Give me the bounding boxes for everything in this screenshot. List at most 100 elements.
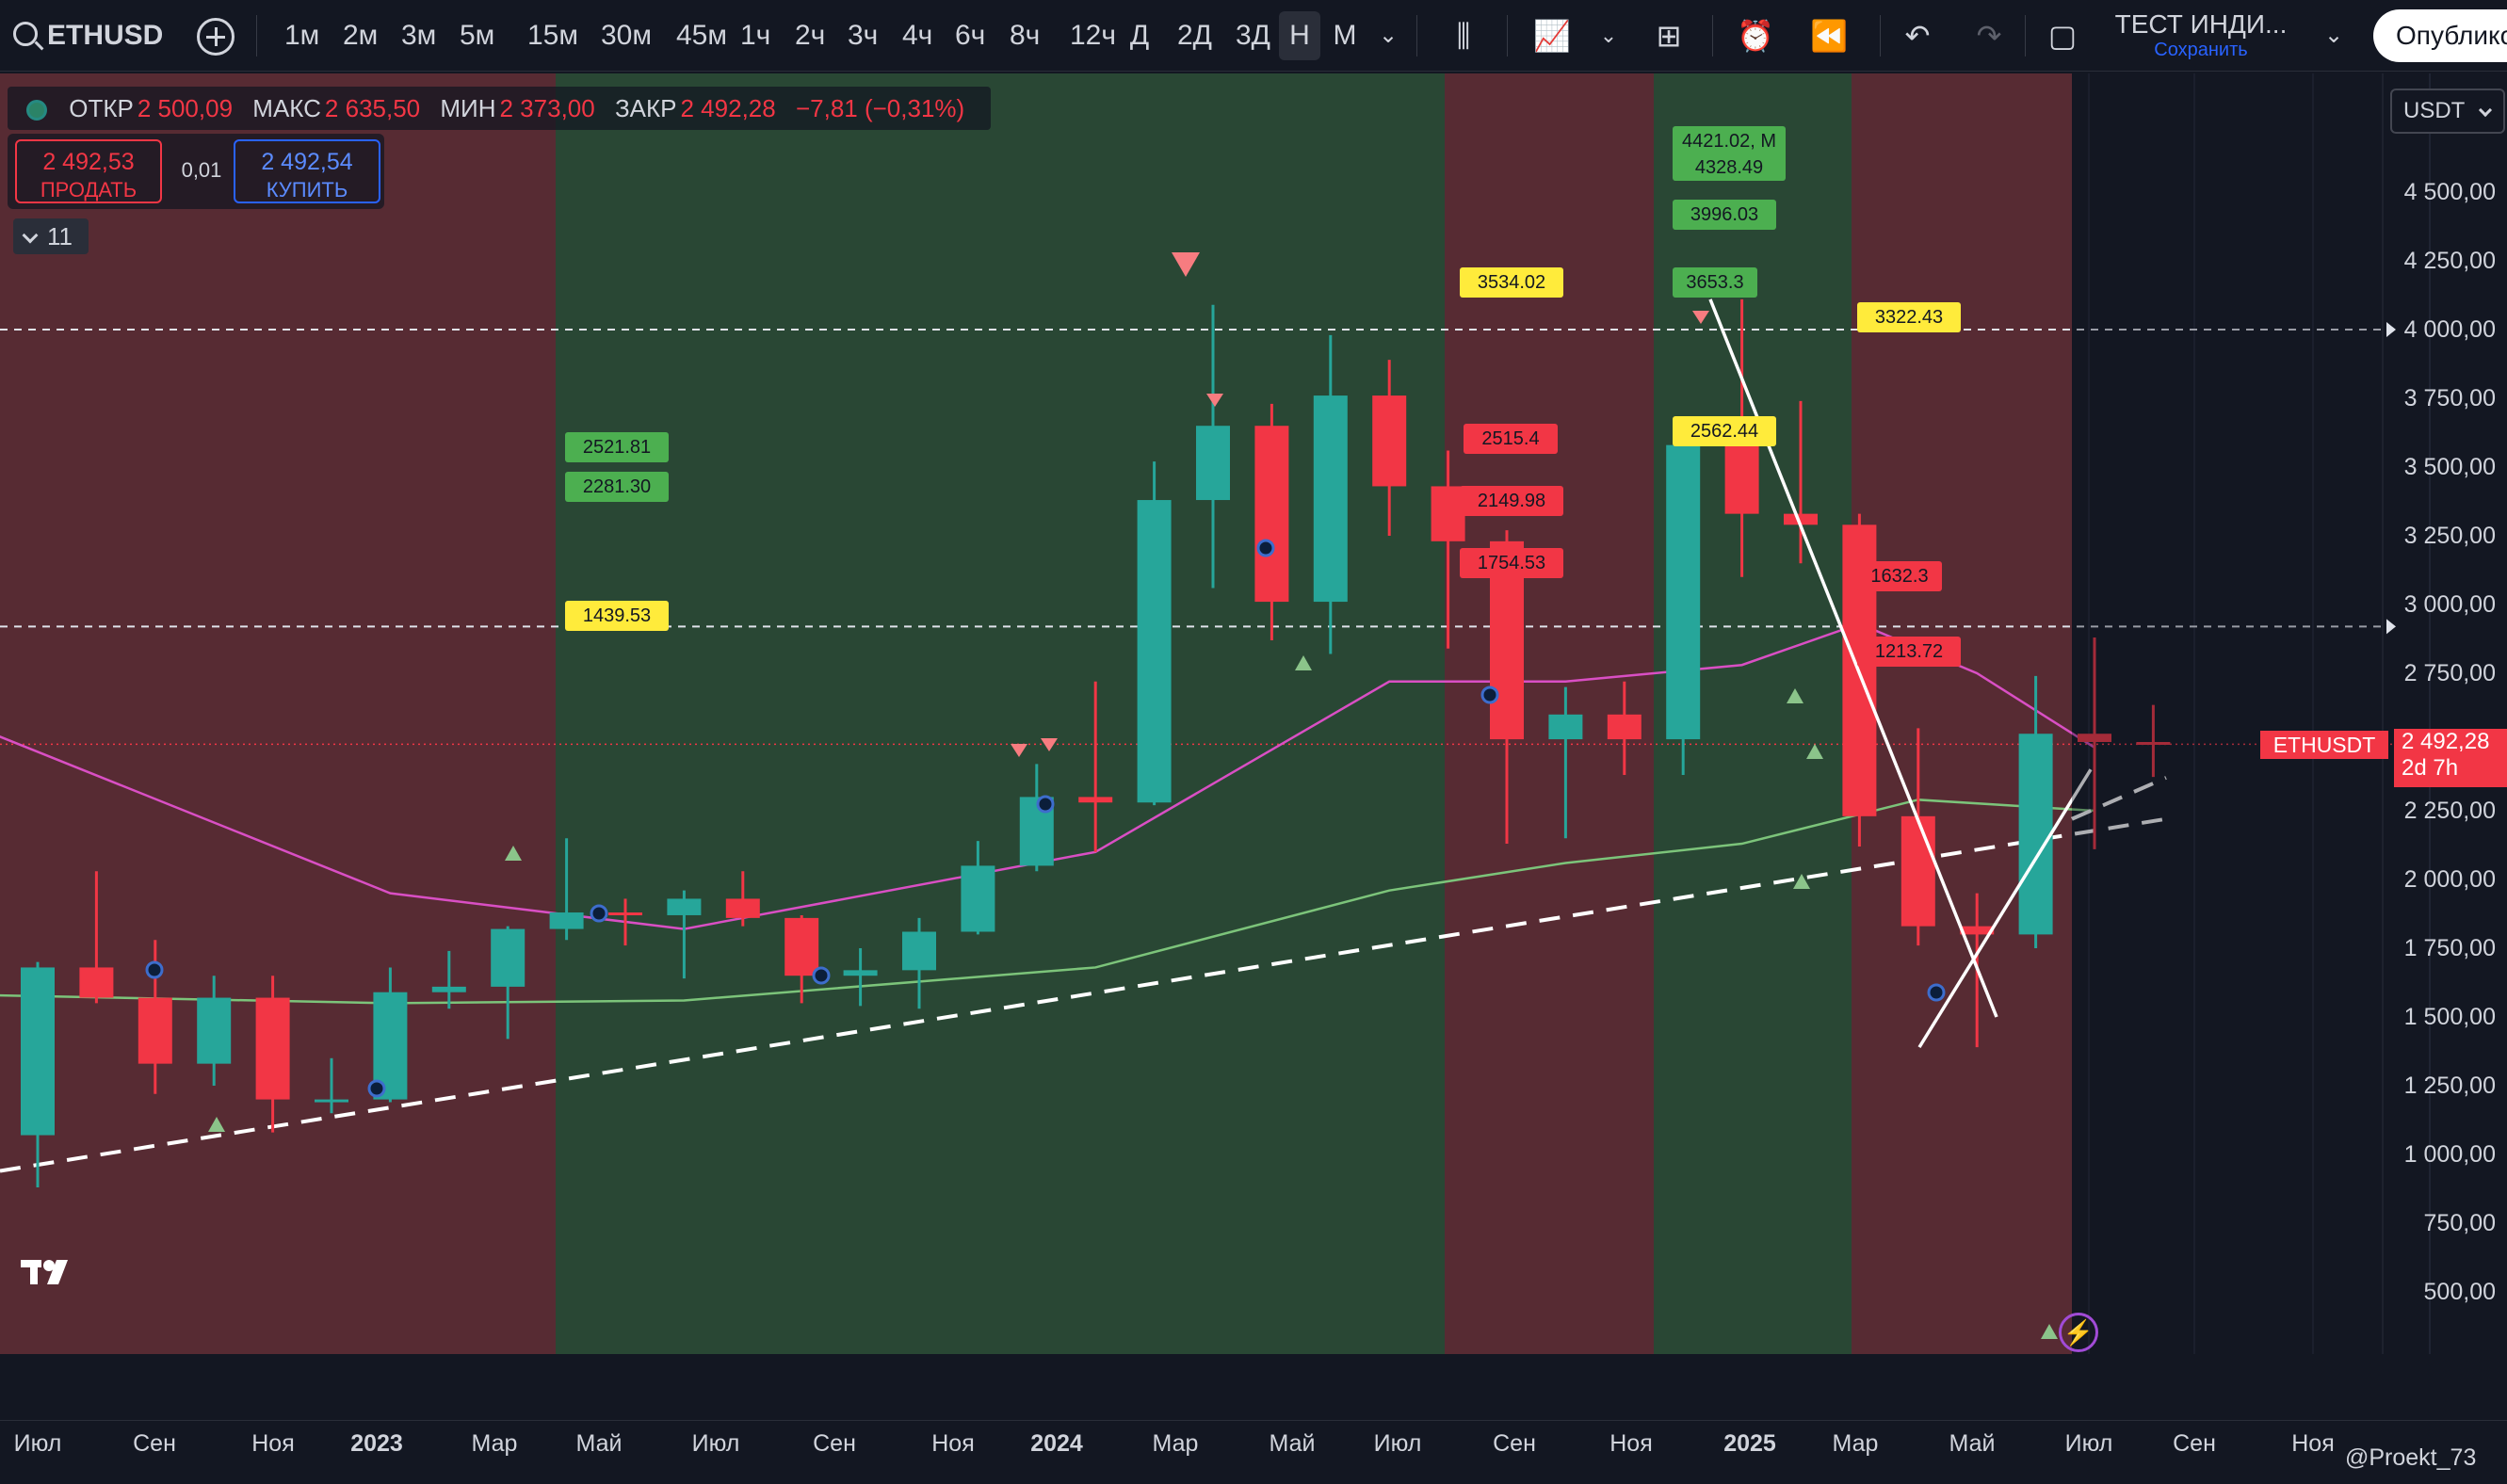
time-tick-label: Мар: [471, 1430, 518, 1457]
buy-label: КУПИТЬ: [266, 178, 348, 202]
separator: [1712, 15, 1713, 56]
low-value: 2 373,00: [499, 94, 595, 122]
interval-11[interactable]: 4ч: [902, 20, 933, 51]
candle-body: [21, 967, 55, 1136]
price-annotation-label: 2515.4: [1481, 428, 1539, 449]
fullscreen-icon[interactable]: ▢: [2047, 19, 2078, 53]
symbol-search[interactable]: ETHUSD: [13, 11, 173, 60]
top-toolbar: ETHUSD 1м 2м 3м 5м 15м 30м 45м 1ч 2ч 3ч 4ч 6ч 8ч 12ч Д…: [0, 0, 2507, 72]
interval-12[interactable]: 6ч: [955, 20, 986, 51]
open-value: 2 500,09: [137, 94, 234, 122]
interval-3[interactable]: 3м: [401, 20, 437, 51]
price-tick-label: 750,00: [2423, 1210, 2496, 1236]
ohlc-legend: ОТКР 2 500,09 МАКС 2 635,50 МИН 2 373,00 ЗА…: [8, 87, 992, 130]
candle-body: [1724, 444, 1759, 514]
lightning-icon[interactable]: ⚡: [2059, 1313, 2098, 1352]
candle-body: [137, 997, 172, 1064]
bar-countdown: 2d 7h: [2402, 755, 2459, 781]
price-annotation-label: 3534.02: [1478, 272, 1545, 293]
price-tick-label: 2 750,00: [2403, 660, 2496, 686]
search-icon: [13, 22, 38, 46]
template-name[interactable]: ТЕСТ ИНДИ...: [2114, 9, 2288, 39]
chart-pane[interactable]: 4421.02, M 4328.49 3996.03 3534.02 3653.3 332…: [0, 73, 2507, 1484]
chart-canvas[interactable]: 4421.02, M 4328.49 3996.03 3534.02 3653.3 332…: [0, 73, 2507, 1420]
candle-body: [1431, 486, 1465, 541]
high-value: 2 635,50: [324, 94, 421, 122]
price-annotation-label: 3322.43: [1875, 307, 1943, 328]
template-save-link[interactable]: Сохранить: [2154, 40, 2248, 60]
market-phase-zone: [1852, 73, 2072, 1354]
candle-body: [902, 931, 936, 971]
separator: [256, 15, 257, 56]
sell-button[interactable]: 2 492,53 ПРОДАТЬ: [15, 139, 162, 203]
buy-signal-icon: [1295, 655, 1312, 670]
pivot-point-icon: [1036, 795, 1055, 814]
chevron-down-icon: [22, 227, 39, 244]
interval-6[interactable]: 30м: [601, 20, 652, 51]
ticker-tag: ETHUSDT: [2260, 731, 2388, 759]
price-annotation-box: [565, 472, 669, 502]
replay-icon[interactable]: ⏪: [1810, 19, 1848, 53]
trade-panel: 2 492,53 ПРОДАТЬ 0,01 2 492,54 КУПИТЬ: [8, 134, 384, 209]
compare-add-icon[interactable]: [197, 18, 235, 56]
interval-16[interactable]: 2Д: [1177, 20, 1213, 51]
interval-dropdown-icon[interactable]: ⌄: [1378, 23, 1399, 48]
indicators-collapse-button[interactable]: 11: [13, 218, 89, 254]
interval-4[interactable]: 5м: [460, 20, 495, 51]
price-annotation-label: 2281.30: [583, 476, 651, 497]
price-annotation-box: [1673, 200, 1776, 230]
interval-5[interactable]: 15м: [527, 20, 578, 51]
candle-body: [315, 1099, 348, 1103]
buy-signal-icon: [505, 846, 522, 861]
time-tick-label: Мар: [1152, 1430, 1199, 1457]
interval-9[interactable]: 2ч: [795, 20, 826, 51]
currency-select[interactable]: USDT: [2390, 89, 2505, 134]
time-tick-label: Июл: [2064, 1430, 2113, 1457]
chevron-down-icon: [2478, 103, 2493, 118]
pivot-point-icon: [1480, 686, 1499, 704]
interval-1[interactable]: 1м: [284, 20, 320, 51]
indicators-dropdown-icon[interactable]: ⌄: [1599, 24, 1618, 47]
interval-19[interactable]: М: [1333, 20, 1357, 51]
candle-body: [2078, 734, 2111, 742]
interval-18[interactable]: Н: [1279, 11, 1320, 60]
price-annotation-box: [1673, 416, 1776, 446]
price-annotation-label: 1632.3: [1870, 566, 1928, 587]
interval-10[interactable]: 3ч: [848, 20, 879, 51]
buy-button[interactable]: 2 492,54 КУПИТЬ: [234, 139, 380, 203]
candle-body: [1607, 714, 1642, 740]
alert-clock-icon[interactable]: ⏰: [1737, 19, 1774, 53]
indicators-icon[interactable]: 📈: [1533, 19, 1571, 53]
price-annotation-label: 2149.98: [1478, 491, 1545, 511]
template-dropdown-icon[interactable]: ⌄: [2323, 23, 2344, 48]
interval-15[interactable]: Д: [1129, 20, 1150, 51]
interval-2[interactable]: 2м: [343, 20, 379, 51]
spread-value: 0,01: [181, 158, 222, 182]
price-tick-label: 3 500,00: [2403, 454, 2496, 480]
candle-body: [2136, 742, 2171, 745]
buy-signal-icon: [2041, 1324, 2058, 1339]
interval-17[interactable]: 3Д: [1236, 20, 1271, 51]
price-tick-label: 4 500,00: [2403, 179, 2496, 205]
interval-14[interactable]: 12ч: [1070, 20, 1116, 51]
candles-icon[interactable]: ⫼: [1456, 19, 1471, 53]
candle-body: [1196, 426, 1230, 501]
price-annotation-box: [1673, 126, 1786, 181]
interval-8[interactable]: 1ч: [740, 20, 771, 51]
candle-body: [491, 928, 526, 987]
candle-body: [1137, 500, 1172, 803]
time-axis[interactable]: Июл Сен Ноя 2023 Мар Май Июл Сен Ноя 2024 Мар Май Ию…: [0, 1420, 2507, 1484]
buy-signal-icon: [1793, 874, 1810, 889]
undo-icon[interactable]: ↶: [1904, 19, 1931, 53]
interval-13[interactable]: 8ч: [1010, 20, 1041, 51]
tradingview-logo-icon[interactable]: [19, 1254, 81, 1288]
time-tick-label: Мар: [1832, 1430, 1879, 1457]
interval-7[interactable]: 45м: [676, 20, 727, 51]
time-tick-label: Июл: [1373, 1430, 1422, 1457]
time-tick-label: 2024: [1030, 1430, 1083, 1457]
redo-icon[interactable]: ↷: [1976, 19, 2002, 53]
price-tick-label: 1 000,00: [2403, 1141, 2496, 1168]
layout-grid-icon[interactable]: ⊞: [1656, 19, 1682, 53]
indicators-count: 11: [47, 222, 73, 250]
publish-button[interactable]: Опублико: [2373, 9, 2507, 62]
